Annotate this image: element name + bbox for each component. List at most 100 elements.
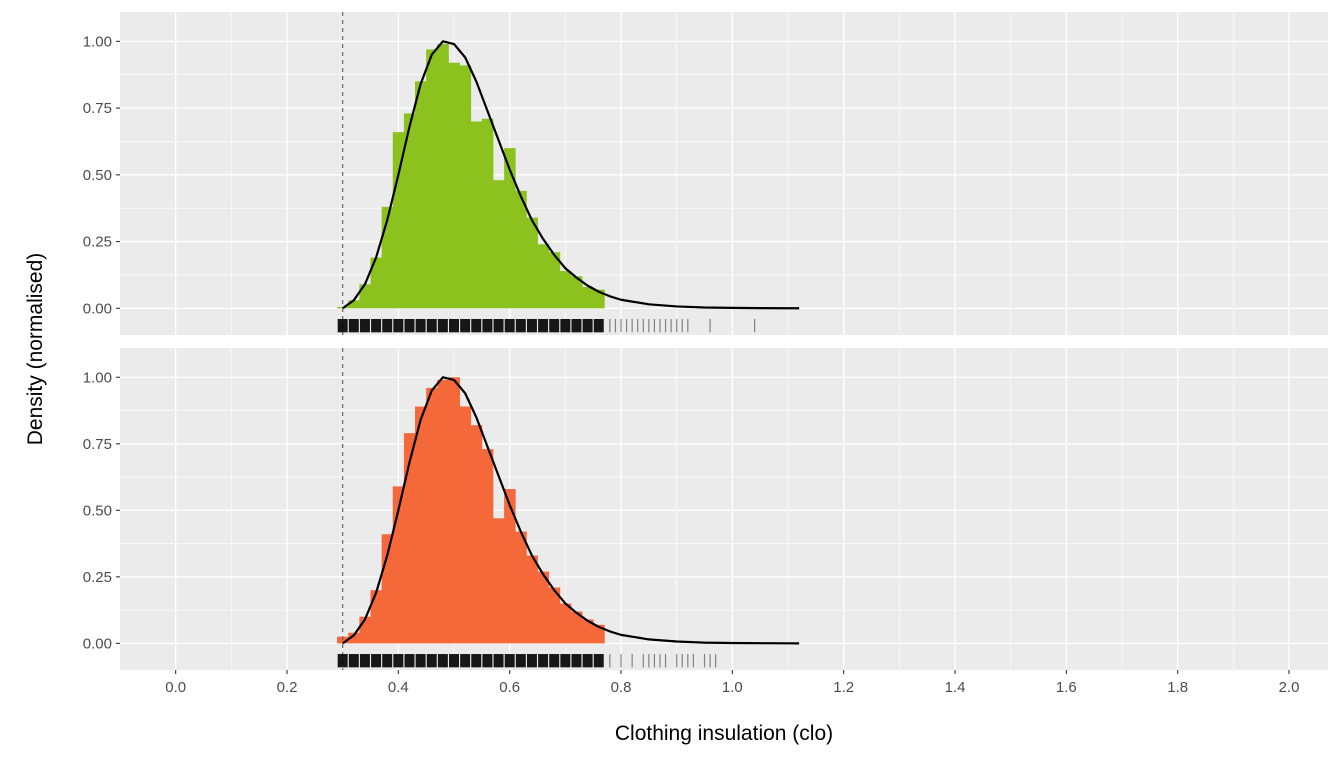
histogram-bar bbox=[392, 486, 405, 644]
y-axis-title: Density (normalised) bbox=[24, 253, 47, 446]
histogram-bar bbox=[437, 379, 449, 644]
rug-mark bbox=[754, 318, 756, 333]
histogram-bar bbox=[582, 286, 594, 309]
rug-mark bbox=[709, 318, 711, 333]
rug-mark bbox=[371, 318, 382, 333]
rug-mark bbox=[437, 318, 448, 333]
rug-mark bbox=[670, 318, 672, 333]
rug-mark bbox=[703, 654, 706, 668]
histogram-bar bbox=[381, 534, 394, 644]
rug-mark bbox=[676, 318, 678, 333]
y-tick-label: 0.75 bbox=[83, 100, 112, 117]
rug-mark bbox=[593, 318, 604, 333]
rug-mark bbox=[692, 654, 694, 668]
density-curve bbox=[342, 376, 800, 645]
rug-mark bbox=[415, 654, 426, 668]
rug-mark bbox=[515, 654, 526, 668]
rug-mark bbox=[582, 654, 593, 668]
x-tick-label: 1.2 bbox=[833, 679, 854, 696]
y-tick-label: 0.00 bbox=[83, 300, 112, 317]
histogram-bar bbox=[481, 118, 494, 309]
x-tick-label: 0.0 bbox=[165, 679, 186, 696]
rug-mark bbox=[664, 654, 667, 668]
rug-mark bbox=[515, 318, 526, 333]
rug-mark bbox=[393, 318, 404, 333]
histogram-bar bbox=[526, 217, 538, 309]
histogram-bar bbox=[370, 257, 383, 309]
histogram-bar bbox=[515, 190, 527, 309]
rug-mark bbox=[538, 654, 549, 668]
histogram-bar bbox=[504, 148, 516, 309]
rug-mark bbox=[664, 318, 667, 333]
rug-mark bbox=[437, 654, 448, 668]
rug-mark bbox=[687, 654, 689, 668]
histogram-bar bbox=[593, 624, 605, 644]
x-tick-label: 0.6 bbox=[499, 679, 520, 696]
rug-mark bbox=[648, 318, 650, 333]
rug-mark bbox=[631, 654, 633, 668]
rug-mark bbox=[538, 318, 549, 333]
rug-mark bbox=[593, 654, 604, 668]
histogram-bar bbox=[370, 590, 383, 644]
rug-mark bbox=[348, 654, 359, 668]
rug-mark bbox=[549, 654, 560, 668]
histogram-bar bbox=[448, 377, 460, 644]
histogram-bar bbox=[582, 619, 594, 644]
rug-mark bbox=[471, 318, 482, 333]
histogram-bar bbox=[348, 300, 360, 309]
histogram-bar bbox=[504, 489, 516, 644]
histogram-bar bbox=[448, 62, 460, 309]
histogram-bar bbox=[426, 49, 438, 309]
rug-mark bbox=[526, 318, 537, 333]
rug-mark bbox=[460, 318, 471, 333]
rug-mark bbox=[471, 654, 482, 668]
histogram-bar bbox=[593, 289, 605, 309]
rug-mark bbox=[337, 654, 348, 668]
y-tick-label: 0.00 bbox=[83, 635, 112, 652]
histogram-bar bbox=[481, 449, 494, 644]
histogram-bar bbox=[459, 65, 472, 309]
rug-mark bbox=[637, 318, 639, 333]
rug-mark bbox=[676, 654, 678, 668]
rug-mark bbox=[359, 654, 370, 668]
x-tick-label: 2.0 bbox=[1279, 679, 1300, 696]
panel-top: 0.00 0.25 0.50 0.75 1.00 bbox=[83, 12, 1328, 335]
panel-background bbox=[120, 12, 1328, 335]
histogram-bar bbox=[381, 206, 394, 309]
rug-mark bbox=[620, 318, 622, 333]
histogram-bar bbox=[459, 406, 472, 644]
histogram-bar bbox=[559, 603, 572, 644]
histogram-bar bbox=[548, 587, 561, 644]
rug-mark bbox=[631, 318, 633, 333]
rug-mark bbox=[382, 318, 393, 333]
x-tick-label: 1.0 bbox=[722, 679, 743, 696]
panel-background bbox=[120, 348, 1328, 670]
facet-panels: 0.00 0.25 0.50 0.75 1.00 0.00 0.25 0.50 0.75 1.00 bbox=[83, 12, 1328, 670]
rug-mark bbox=[504, 318, 515, 333]
rug-mark bbox=[614, 318, 617, 333]
rug-mark bbox=[460, 654, 471, 668]
x-tick-label: 0.2 bbox=[277, 679, 298, 696]
rug-mark bbox=[571, 654, 582, 668]
rug-mark bbox=[642, 654, 644, 668]
histogram-bar bbox=[559, 270, 572, 309]
y-tick-label: 0.50 bbox=[83, 502, 112, 519]
rug-mark bbox=[359, 318, 370, 333]
rug-mark bbox=[449, 318, 460, 333]
histogram-bar bbox=[492, 180, 505, 309]
rug-mark bbox=[426, 654, 437, 668]
y-tick-label: 0.25 bbox=[83, 569, 112, 586]
rug-mark bbox=[482, 318, 493, 333]
histogram-bar bbox=[415, 81, 427, 309]
rug-mark bbox=[504, 654, 515, 668]
histogram-bar bbox=[470, 425, 483, 644]
rug-mark bbox=[582, 318, 593, 333]
y-tick-label: 1.00 bbox=[83, 369, 112, 386]
rug-mark bbox=[526, 654, 537, 668]
histogram-bar bbox=[426, 387, 438, 644]
y-tick-label: 0.50 bbox=[83, 167, 112, 184]
panel-bottom: 0.00 0.25 0.50 0.75 1.00 bbox=[83, 348, 1328, 670]
rug-mark bbox=[404, 318, 415, 333]
rug-mark bbox=[653, 654, 656, 668]
